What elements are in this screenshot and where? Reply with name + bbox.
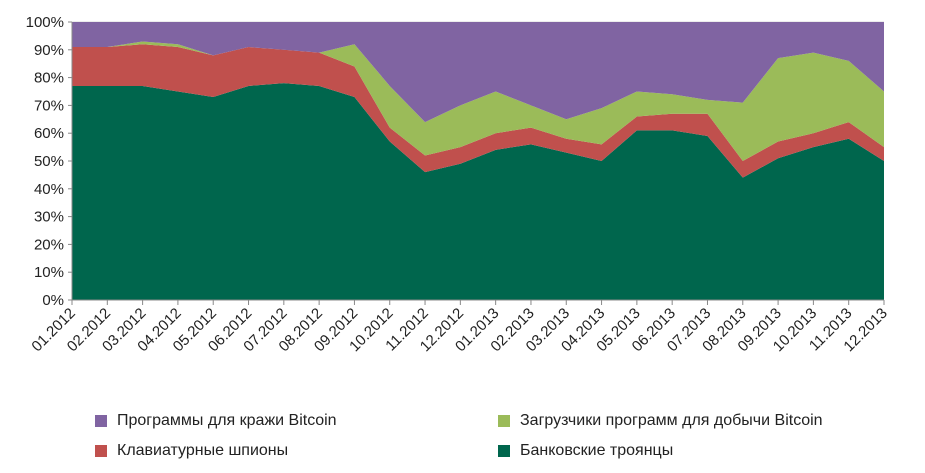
legend-item-bitcoin-stealers: Программы для кражи Bitcoin xyxy=(95,412,337,430)
legend-item-keyloggers: Клавиатурные шпионы xyxy=(95,442,288,460)
x-axis: 01.201202.201203.201204.201205.201206.20… xyxy=(28,299,891,355)
legend-swatch xyxy=(498,445,510,457)
legend-item-bitcoin-miners: Загрузчики программ для добычи Bitcoin xyxy=(498,412,823,430)
y-tick-label: 60% xyxy=(34,125,64,142)
legend-label: Загрузчики программ для добычи Bitcoin xyxy=(520,412,823,429)
legend-swatch xyxy=(95,415,107,427)
legend-label: Банковские троянцы xyxy=(520,442,674,459)
y-tick-label: 20% xyxy=(34,236,64,253)
y-tick-label: 70% xyxy=(34,97,64,114)
legend: Программы для кражи Bitcoin Загрузчики п… xyxy=(0,402,925,472)
area-series-1 xyxy=(72,44,884,178)
y-tick-label: 90% xyxy=(34,42,64,59)
area-series-0 xyxy=(72,83,884,300)
legend-label: Программы для кражи Bitcoin xyxy=(117,412,337,429)
legend-swatch xyxy=(498,415,510,427)
y-tick-label: 100% xyxy=(26,14,64,31)
area-series-group xyxy=(72,22,884,300)
area-series-2 xyxy=(72,41,884,161)
legend-swatch xyxy=(95,445,107,457)
y-tick-label: 40% xyxy=(34,181,64,198)
area-series-3 xyxy=(72,22,884,123)
stacked-area-chart: 0% 10% 20% 30% 40% 50% 60% 70% 80% 90% 100% 01.201… xyxy=(26,14,891,355)
legend-label: Клавиатурные шпионы xyxy=(117,442,289,459)
y-tick-label: 30% xyxy=(34,209,64,226)
y-tick-label: 10% xyxy=(34,264,64,281)
y-tick-label: 50% xyxy=(34,153,64,170)
y-tick-label: 0% xyxy=(42,292,64,309)
legend-item-banking-trojans: Банковские троянцы xyxy=(498,442,673,460)
y-axis: 0% 10% 20% 30% 40% 50% 60% 70% 80% 90% 100% xyxy=(26,14,73,309)
y-tick-label: 80% xyxy=(34,70,64,87)
